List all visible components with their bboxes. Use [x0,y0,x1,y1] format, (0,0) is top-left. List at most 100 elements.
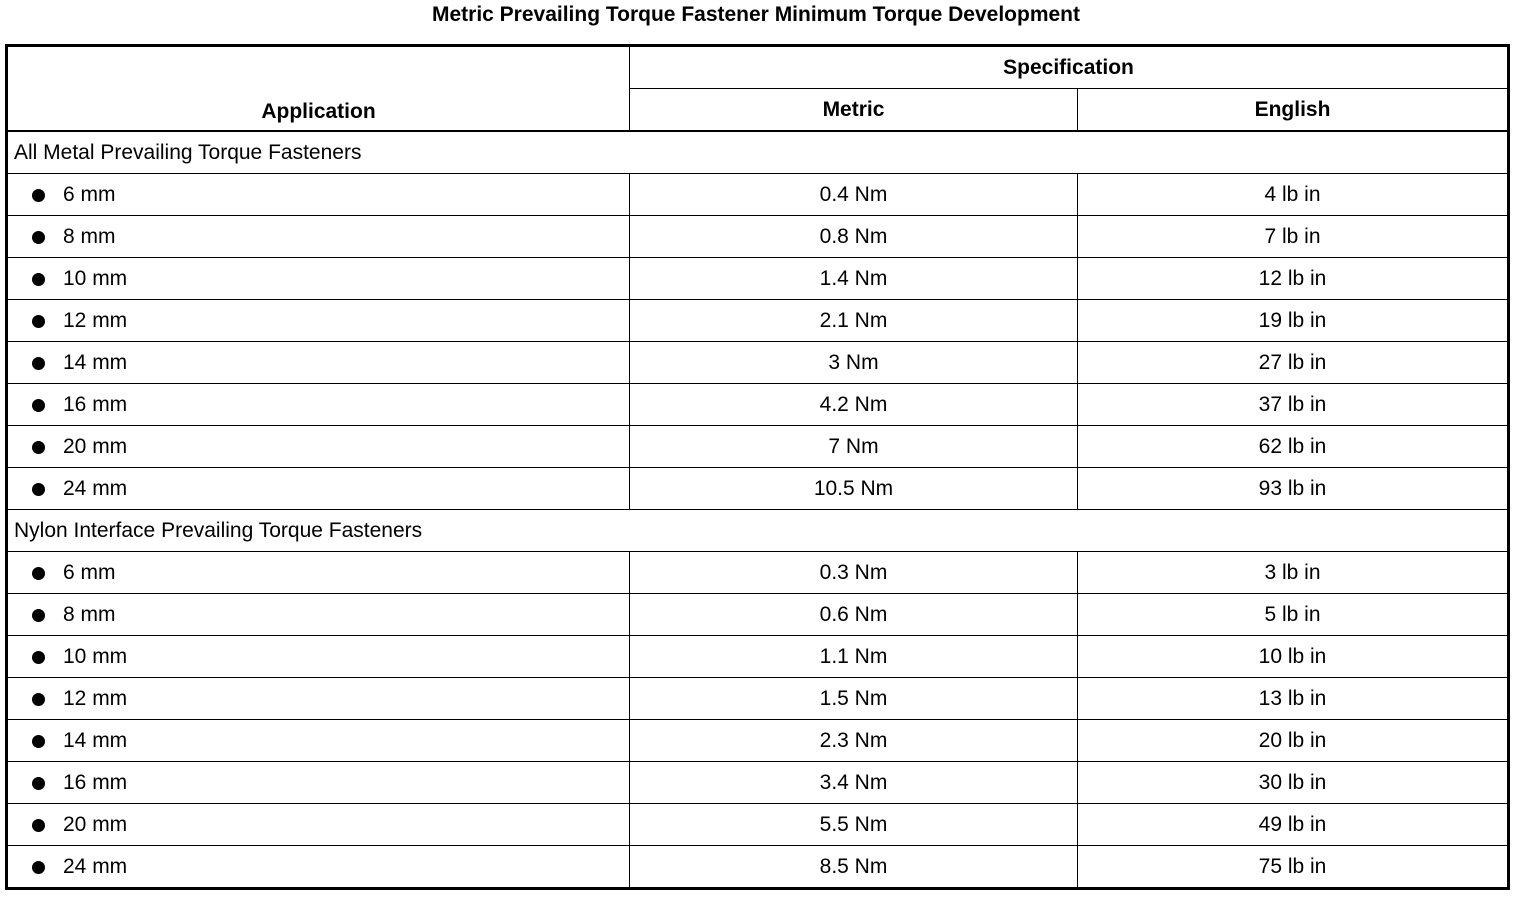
metric-cell: 2.3 Nm [629,719,1078,762]
fastener-size: 12 mm [63,686,128,710]
header-application: Application [6,45,630,132]
application-cell: 16 mm [6,383,630,426]
bullet-icon [32,314,45,328]
table-row: 24 mm 8.5 Nm 75 lb in [6,845,1510,889]
bullet-icon [32,398,45,412]
application-cell: 14 mm [6,341,630,384]
table-row: 6 mm 0.4 Nm 4 lb in [6,173,1510,216]
torque-table: Application Specification Metric English… [5,44,1511,890]
group-row: Nylon Interface Prevailing Torque Fasten… [5,509,1510,552]
english-cell: 5 lb in [1076,593,1510,636]
fastener-size: 14 mm [63,728,128,752]
english-cell: 7 lb in [1076,215,1510,258]
application-cell: 14 mm [6,719,630,762]
fastener-size: 20 mm [63,812,128,836]
table-row: 6 mm 0.3 Nm 3 lb in [6,551,1510,594]
group-label: All Metal Prevailing Torque Fasteners [5,130,1510,174]
bullet-icon [32,440,45,454]
fastener-size: 24 mm [63,476,128,500]
metric-cell: 10.5 Nm [629,467,1078,510]
fastener-size: 6 mm [63,182,116,206]
header-specification: Specification [628,45,1510,89]
bullet-icon [32,734,45,748]
header-english: English [1076,88,1510,132]
table-row: 20 mm 5.5 Nm 49 lb in [6,803,1510,846]
metric-cell: 5.5 Nm [629,803,1078,846]
application-cell: 24 mm [6,845,630,889]
fastener-size: 20 mm [63,434,128,458]
group-row: All Metal Prevailing Torque Fasteners [5,130,1510,174]
english-cell: 10 lb in [1076,635,1510,678]
application-cell: 6 mm [6,173,630,216]
english-cell: 12 lb in [1076,257,1510,300]
table-row: 16 mm 3.4 Nm 30 lb in [6,761,1510,804]
bullet-icon [32,188,45,202]
application-cell: 8 mm [6,215,630,258]
metric-cell: 2.1 Nm [629,299,1078,342]
metric-cell: 4.2 Nm [629,383,1078,426]
english-cell: 49 lb in [1076,803,1510,846]
application-cell: 24 mm [6,467,630,510]
bullet-icon [32,566,45,580]
fastener-size: 10 mm [63,644,128,668]
application-cell: 12 mm [6,677,630,720]
bullet-icon [32,272,45,286]
metric-cell: 1.1 Nm [629,635,1078,678]
english-cell: 37 lb in [1076,383,1510,426]
table-row: 12 mm 1.5 Nm 13 lb in [6,677,1510,720]
english-cell: 62 lb in [1076,425,1510,468]
metric-cell: 1.5 Nm [629,677,1078,720]
fastener-size: 8 mm [63,602,116,626]
metric-cell: 7 Nm [629,425,1078,468]
application-cell: 20 mm [6,803,630,846]
fastener-size: 6 mm [63,560,116,584]
metric-cell: 3 Nm [629,341,1078,384]
bullet-icon [32,230,45,244]
metric-cell: 1.4 Nm [629,257,1078,300]
fastener-size: 14 mm [63,350,128,374]
bullet-icon [32,818,45,832]
application-cell: 16 mm [6,761,630,804]
metric-cell: 0.6 Nm [629,593,1078,636]
table-row: 12 mm 2.1 Nm 19 lb in [6,299,1510,342]
table-row: 10 mm 1.4 Nm 12 lb in [6,257,1510,300]
application-cell: 8 mm [6,593,630,636]
fastener-size: 12 mm [63,308,128,332]
metric-cell: 8.5 Nm [629,845,1078,889]
english-cell: 30 lb in [1076,761,1510,804]
table-row: 14 mm 2.3 Nm 20 lb in [6,719,1510,762]
application-cell: 6 mm [6,551,630,594]
table-row: 16 mm 4.2 Nm 37 lb in [6,383,1510,426]
table-row: 14 mm 3 Nm 27 lb in [6,341,1510,384]
metric-cell: 0.8 Nm [629,215,1078,258]
page-title: Metric Prevailing Torque Fastener Minimu… [431,3,1080,26]
header-metric: Metric [629,88,1078,132]
bullet-icon [32,776,45,790]
table-row: 20 mm 7 Nm 62 lb in [6,425,1510,468]
application-cell: 12 mm [6,299,630,342]
english-cell: 3 lb in [1076,551,1510,594]
metric-cell: 0.4 Nm [629,173,1078,216]
table-row: 8 mm 0.6 Nm 5 lb in [6,593,1510,636]
english-cell: 75 lb in [1076,845,1510,889]
application-cell: 20 mm [6,425,630,468]
english-cell: 13 lb in [1076,677,1510,720]
bullet-icon [32,608,45,622]
fastener-size: 8 mm [63,224,116,248]
bullet-icon [32,860,45,874]
table-row: 24 mm 10.5 Nm 93 lb in [6,467,1510,510]
bullet-icon [32,692,45,706]
english-cell: 19 lb in [1076,299,1510,342]
application-cell: 10 mm [6,635,630,678]
bullet-icon [32,482,45,496]
metric-cell: 0.3 Nm [629,551,1078,594]
application-cell: 10 mm [6,257,630,300]
table-row: 8 mm 0.8 Nm 7 lb in [6,215,1510,258]
bullet-icon [32,356,45,370]
metric-cell: 3.4 Nm [629,761,1078,804]
fastener-size: 16 mm [63,770,128,794]
fastener-size: 24 mm [63,854,128,878]
english-cell: 93 lb in [1076,467,1510,510]
group-label: Nylon Interface Prevailing Torque Fasten… [5,509,1510,552]
english-cell: 27 lb in [1076,341,1510,384]
